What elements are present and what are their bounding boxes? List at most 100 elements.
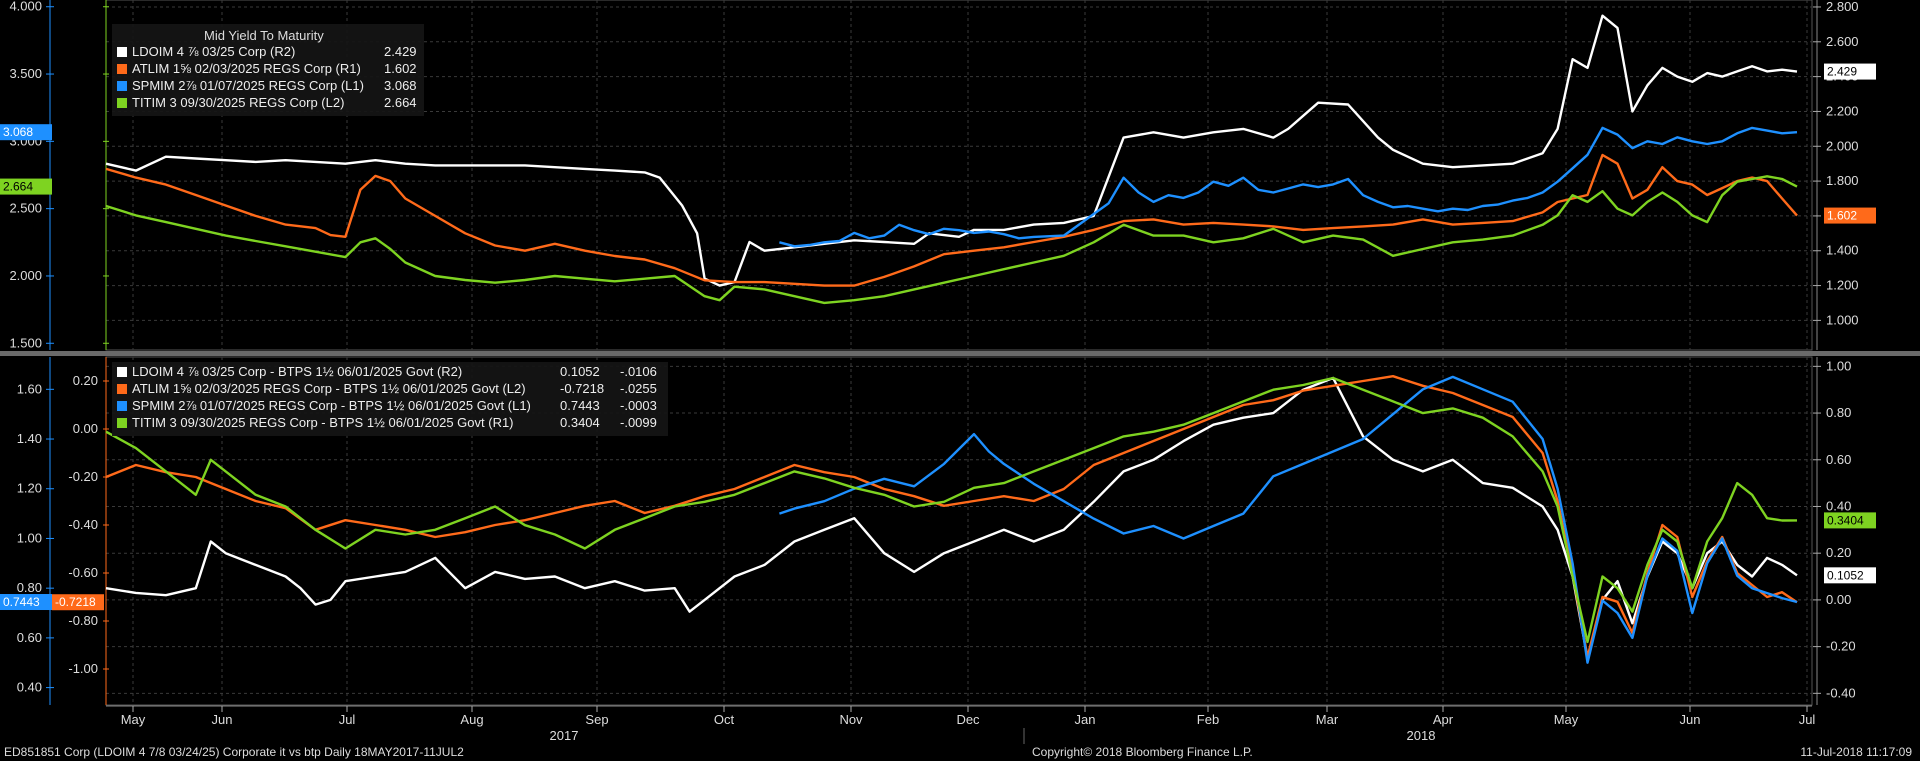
bottom-inner-tick-label-1: -0.80 — [68, 613, 98, 628]
bottom-right-tick-label-1: -0.20 — [1826, 639, 1856, 654]
top-right-tick-label-1: 1.200 — [1826, 278, 1859, 293]
top-right-tick-label-4: 1.800 — [1826, 173, 1859, 188]
top-value-badge-label-2: 3.068 — [3, 125, 33, 139]
bottom-right-tick-label-6: 0.80 — [1826, 405, 1851, 420]
x-tick-label-9: Feb — [1197, 712, 1219, 727]
top-left-tick-label-5: 4.000 — [9, 0, 42, 14]
top-right-tick-label-2: 1.400 — [1826, 243, 1859, 258]
bottom-inner-tick-label-2: -0.60 — [68, 565, 98, 580]
bottom-series-line-0 — [105, 376, 1798, 660]
top-legend-swatch-1 — [117, 64, 127, 74]
bottom-inner-tick-label-4: -0.20 — [68, 469, 98, 484]
top-right-tick-label-0: 1.000 — [1826, 312, 1859, 327]
x-tick-label-10: Mar — [1316, 712, 1339, 727]
bottom-value-badge-label-3: 0.3404 — [1827, 513, 1864, 527]
bottom-legend-change-2: -.0003 — [620, 398, 657, 413]
top-legend-swatch-0 — [117, 47, 127, 57]
top-legend-value-2: 3.068 — [384, 78, 417, 93]
top-legend-name-1: ATLIM 1⅝ 02/03/2025 REGS Corp (R1) — [132, 61, 361, 76]
top-series-line-2 — [779, 126, 1798, 248]
bottom-right-tick-label-5: 0.60 — [1826, 452, 1851, 467]
top-legend-value-3: 2.664 — [384, 95, 417, 110]
bottom-value-badge-label-1: -0.7218 — [55, 595, 96, 609]
bottom-left-tick-label-6: 1.60 — [17, 381, 42, 396]
bottom-right-tick-label-0: -0.40 — [1826, 685, 1856, 700]
top-left-tick-label-1: 2.000 — [9, 268, 42, 283]
footer-copyright: Copyright© 2018 Bloomberg Finance L.P. — [1032, 745, 1253, 759]
bottom-right-tick-label-2: 0.00 — [1826, 592, 1851, 607]
footer-security: ED851851 Corp (LDOIM 4 7/8 03/24/25) Cor… — [4, 745, 464, 759]
top-left-tick-label-0: 1.500 — [9, 335, 42, 350]
bottom-inner-tick-label-0: -1.00 — [68, 661, 98, 676]
bottom-left-tick-label-2: 0.80 — [17, 580, 42, 595]
top-value-badge-label-1: 1.602 — [1827, 209, 1857, 223]
bottom-legend-value-0: 0.1052 — [560, 364, 600, 379]
top-legend-value-0: 2.429 — [384, 44, 417, 59]
top-legend-name-0: LDOIM 4 ⅞ 03/25 Corp (R2) — [132, 44, 295, 59]
bottom-legend-name-1: ATLIM 1⅝ 02/03/2025 REGS Corp - BTPS 1½ … — [132, 381, 526, 396]
top-legend-swatch-3 — [117, 98, 127, 108]
bottom-series-line-3 — [105, 376, 1798, 644]
top-series-line-0 — [105, 14, 1798, 287]
x-axis: May Jun Jul Aug Sep Oct Nov Dec Jan Feb Mar Apr May J… — [106, 705, 1816, 744]
bottom-inner-tick-label-5: 0.00 — [73, 421, 98, 436]
x-year-label-1: 2018 — [1407, 728, 1436, 743]
top-legend-title: Mid Yield To Maturity — [204, 28, 324, 43]
x-tick-label-8: Jan — [1075, 712, 1096, 727]
x-tick-label-0: May — [121, 712, 146, 727]
bottom-right-tick-label-3: 0.20 — [1826, 545, 1851, 560]
bottom-right-tick-label-4: 0.40 — [1826, 498, 1851, 513]
bottom-value-badge-2 — [0, 594, 52, 611]
bottom-left-tick-label-3: 1.00 — [17, 530, 42, 545]
top-value-badge-1 — [1824, 207, 1876, 224]
bottom-value-badge-1 — [52, 594, 104, 611]
top-left-tick-label-4: 3.500 — [9, 66, 42, 81]
bottom-legend-value-1: -0.7218 — [560, 381, 604, 396]
bottom-legend-swatch-0 — [117, 367, 127, 377]
bottom-value-badge-0 — [1824, 567, 1876, 584]
bottom-legend-swatch-3 — [117, 418, 127, 428]
x-tick-label-7: Dec — [956, 712, 980, 727]
top-right-tick-label-9: 2.800 — [1826, 0, 1859, 14]
x-tick-label-13: Jun — [1680, 712, 1701, 727]
x-tick-label-14: Jul — [1799, 712, 1816, 727]
bottom-value-badge-label-0: 0.1052 — [1827, 568, 1864, 582]
footer-timestamp: 11-Jul-2018 11:17:09 — [1800, 745, 1912, 759]
bottom-legend-swatch-1 — [117, 384, 127, 394]
top-value-badge-label-0: 2.429 — [1827, 65, 1857, 79]
x-tick-label-3: Aug — [460, 712, 483, 727]
bottom-value-badge-3 — [1824, 512, 1876, 529]
bottom-left-tick-label-1: 0.60 — [17, 630, 42, 645]
top-panel: 1.0001.2001.4001.6001.8002.0002.2002.400… — [0, 0, 1876, 351]
top-value-badge-0 — [1824, 63, 1876, 80]
bottom-legend-box — [112, 362, 668, 436]
bottom-inner-tick-label-6: 0.20 — [73, 373, 98, 388]
bottom-legend-swatch-2 — [117, 401, 127, 411]
bottom-legend-name-2: SPMIM 2⅞ 01/07/2025 REGS Corp - BTPS 1½ … — [132, 398, 531, 413]
bottom-inner-tick-label-3: -0.40 — [68, 517, 98, 532]
bottom-value-badge-label-2: 0.7443 — [3, 595, 40, 609]
top-value-badge-label-3: 2.664 — [3, 180, 33, 194]
x-tick-label-11: Apr — [1433, 712, 1454, 727]
top-legend-name-2: SPMIM 2⅞ 01/07/2025 REGS Corp (L1) — [132, 78, 364, 93]
top-value-badge-3 — [0, 178, 52, 195]
bottom-left-tick-label-5: 1.40 — [17, 431, 42, 446]
x-tick-label-4: Sep — [585, 712, 608, 727]
top-right-tick-label-6: 2.200 — [1826, 103, 1859, 118]
top-legend-swatch-2 — [117, 81, 127, 91]
panel-divider — [0, 351, 1920, 356]
x-tick-label-6: Nov — [839, 712, 863, 727]
bottom-left-tick-label-0: 0.40 — [17, 680, 42, 695]
bottom-legend-change-0: -.0106 — [620, 364, 657, 379]
x-tick-label-5: Oct — [714, 712, 735, 727]
bottom-legend-change-1: -.0255 — [620, 381, 657, 396]
top-legend-name-3: TITIM 3 09/30/2025 REGS Corp (L2) — [132, 95, 344, 110]
bottom-right-tick-label-7: 1.00 — [1826, 358, 1851, 373]
bottom-series-line-2 — [779, 375, 1798, 664]
top-series-line-3 — [105, 175, 1798, 305]
bottom-left-tick-label-4: 1.20 — [17, 481, 42, 496]
x-year-label-0: 2017 — [550, 728, 579, 743]
bottom-legend-name-3: TITIM 3 09/30/2025 REGS Corp - BTPS 1½ 0… — [132, 415, 514, 430]
top-left-tick-label-2: 2.500 — [9, 201, 42, 216]
